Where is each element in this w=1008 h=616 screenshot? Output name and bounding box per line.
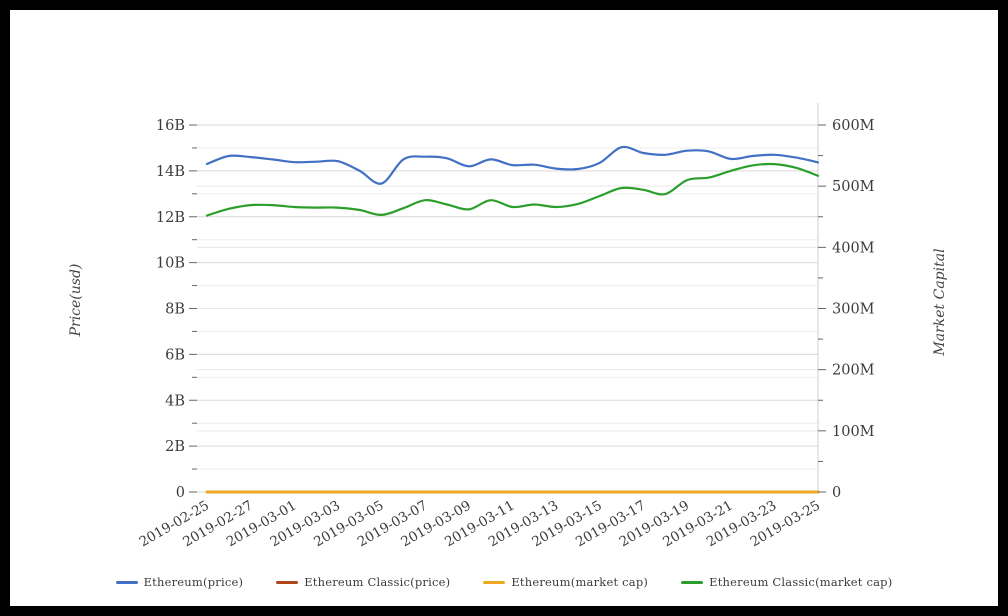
legend-swatch bbox=[115, 580, 138, 584]
right-axis-title: Market Capital bbox=[932, 248, 948, 356]
legend-label: Ethereum Classic(market cap) bbox=[709, 575, 893, 589]
right-axis-tick-label: 600M bbox=[832, 118, 875, 134]
legend-item-ethereum-market-cap-: Ethereum(market cap) bbox=[483, 575, 648, 589]
right-axis-tick-label: 100M bbox=[832, 424, 875, 440]
left-axis-tick-label: 4B bbox=[165, 393, 185, 409]
left-axis-tick-label: 14B bbox=[156, 164, 185, 180]
legend-item-ethereum-classic-market-cap-: Ethereum Classic(market cap) bbox=[681, 575, 892, 589]
left-axis-tick-label: 6B bbox=[165, 347, 185, 363]
legend-label: Ethereum(market cap) bbox=[511, 575, 649, 589]
legend-swatch bbox=[483, 580, 506, 584]
legend-swatch bbox=[276, 580, 299, 584]
legend-swatch bbox=[681, 580, 704, 584]
right-axis-tick-label: 400M bbox=[832, 240, 875, 256]
legend-label: Ethereum(price) bbox=[143, 575, 244, 589]
legend-label: Ethereum Classic(price) bbox=[304, 575, 451, 589]
legend-item-ethereum-price-: Ethereum(price) bbox=[115, 575, 244, 589]
right-axis-tick-label: 300M bbox=[832, 302, 875, 318]
left-axis-tick-label: 16B bbox=[156, 118, 185, 134]
series-line-ethereum-price- bbox=[205, 145, 820, 185]
series-line-ethereum-classic-market-cap- bbox=[205, 162, 820, 217]
legend-item-ethereum-classic-price-: Ethereum Classic(price) bbox=[276, 575, 450, 589]
left-axis-title: Price(usd) bbox=[68, 264, 84, 338]
left-axis-tick-label: 0 bbox=[176, 485, 185, 501]
chart-legend: Ethereum(price) Ethereum Classic(price) Et… bbox=[0, 575, 1008, 589]
right-axis-tick-label: 0 bbox=[832, 485, 841, 501]
left-axis-tick-label: 2B bbox=[165, 439, 185, 455]
left-axis-tick-label: 12B bbox=[156, 210, 185, 226]
left-axis-tick-label: 10B bbox=[156, 256, 185, 272]
right-axis-tick-label: 200M bbox=[832, 363, 875, 379]
left-axis-tick-label: 8B bbox=[165, 302, 185, 318]
right-axis-tick-label: 500M bbox=[832, 179, 875, 195]
